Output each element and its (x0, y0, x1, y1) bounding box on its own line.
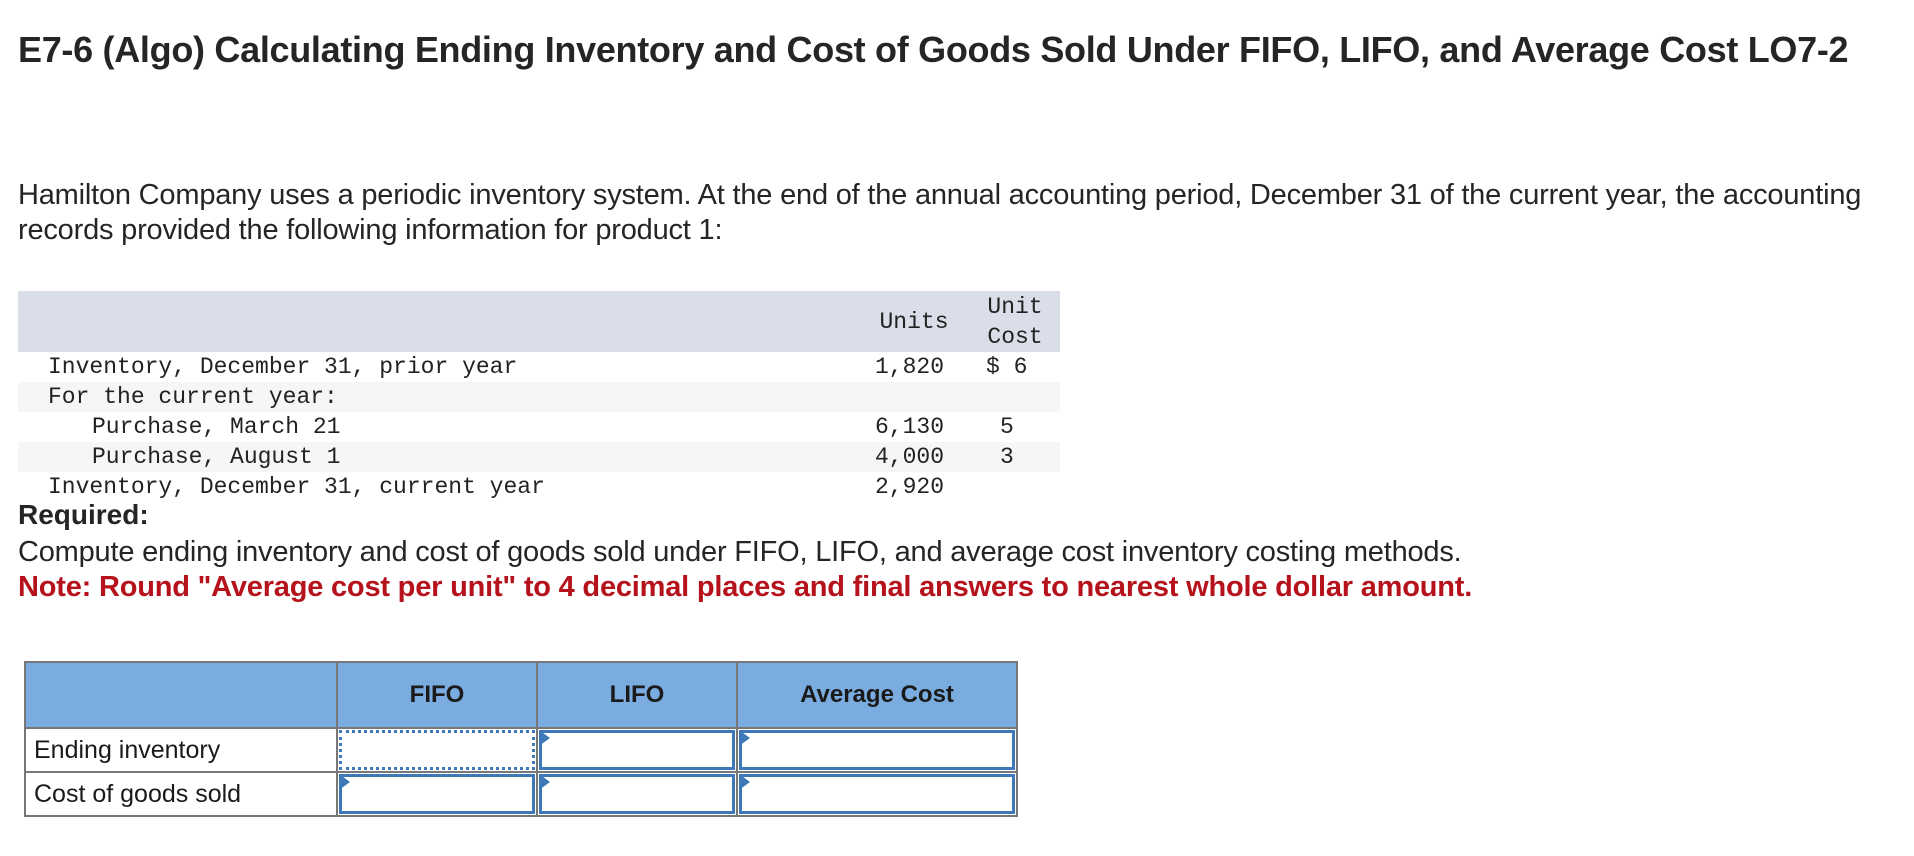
cogs-lifo-cell[interactable] (536, 771, 738, 817)
units-column-header: Units (858, 291, 970, 352)
unit-cost-header-line1: Unit (987, 293, 1043, 320)
unit-cost-column-header: Unit Cost (970, 291, 1060, 352)
ending-inventory-fifo-cell[interactable] (336, 727, 538, 773)
input-marker-icon (739, 730, 750, 746)
unit-cost-header-line2: Cost (987, 323, 1043, 350)
table-row: Inventory, December 31, prior year 1,820… (18, 352, 1060, 382)
unit-cost-value: 5 (1000, 414, 1014, 440)
units-value: 2,920 (874, 474, 944, 500)
ending-inventory-lifo-input[interactable] (539, 730, 735, 770)
cogs-lifo-input[interactable] (539, 774, 735, 814)
table-row: Inventory, December 31, current year 2,9… (18, 472, 1060, 502)
row-label: Inventory, December 31, current year (18, 472, 858, 502)
units-value: 6,130 (874, 414, 944, 440)
answer-table: FIFO LIFO Average Cost Ending inventory … (24, 661, 1018, 817)
cogs-average-cell[interactable] (736, 771, 1018, 817)
input-marker-icon (539, 730, 550, 746)
cogs-fifo-input[interactable] (339, 774, 535, 814)
row-label: Inventory, December 31, prior year (48, 354, 518, 380)
inventory-data-table: Units Unit Cost Inventory, December 31, … (18, 291, 1060, 502)
required-heading: Required: (18, 499, 149, 530)
page-title: E7-6 (Algo) Calculating Ending Inventory… (18, 29, 1849, 70)
units-value: 1,820 (874, 354, 944, 380)
fifo-column-header: FIFO (336, 661, 538, 729)
answer-table-header: FIFO LIFO Average Cost (24, 661, 1018, 729)
units-value (858, 382, 970, 412)
inventory-table-header: Units Unit Cost (18, 291, 1060, 352)
unit-cost-value (970, 472, 1060, 502)
row-label: Purchase, March 21 (92, 414, 341, 440)
unit-cost-value: $ 6 (986, 354, 1028, 380)
answer-row-ending-inventory: Ending inventory (24, 727, 1018, 773)
blank-header (24, 661, 338, 729)
row-label: For the current year: (18, 382, 858, 412)
label-column-header (18, 291, 858, 352)
row-label: Ending inventory (24, 727, 338, 773)
ending-inventory-lifo-cell[interactable] (536, 727, 738, 773)
table-row: For the current year: (18, 382, 1060, 412)
row-label: Cost of goods sold (24, 771, 338, 817)
input-marker-icon (339, 774, 350, 790)
unit-cost-value (970, 382, 1060, 412)
lifo-column-header: LIFO (536, 661, 738, 729)
unit-cost-value: 3 (970, 442, 1060, 472)
input-marker-icon (539, 774, 550, 790)
rounding-note: Note: Round "Average cost per unit" to 4… (18, 571, 1473, 603)
cogs-average-input[interactable] (739, 774, 1015, 814)
problem-intro: Hamilton Company uses a periodic invento… (18, 179, 1862, 246)
ending-inventory-average-input[interactable] (739, 730, 1015, 770)
row-label: Purchase, August 1 (18, 442, 858, 472)
cogs-fifo-cell[interactable] (336, 771, 538, 817)
table-row: Purchase, March 21 6,130 5 (18, 412, 1060, 442)
units-value: 4,000 (858, 442, 970, 472)
ending-inventory-average-cell[interactable] (736, 727, 1018, 773)
required-text: Compute ending inventory and cost of goo… (18, 536, 1462, 568)
answer-row-cost-of-goods-sold: Cost of goods sold (24, 771, 1018, 817)
ending-inventory-fifo-input[interactable] (339, 730, 535, 770)
table-row: Purchase, August 1 4,000 3 (18, 442, 1060, 472)
average-cost-column-header: Average Cost (736, 661, 1018, 729)
input-marker-icon (739, 774, 750, 790)
